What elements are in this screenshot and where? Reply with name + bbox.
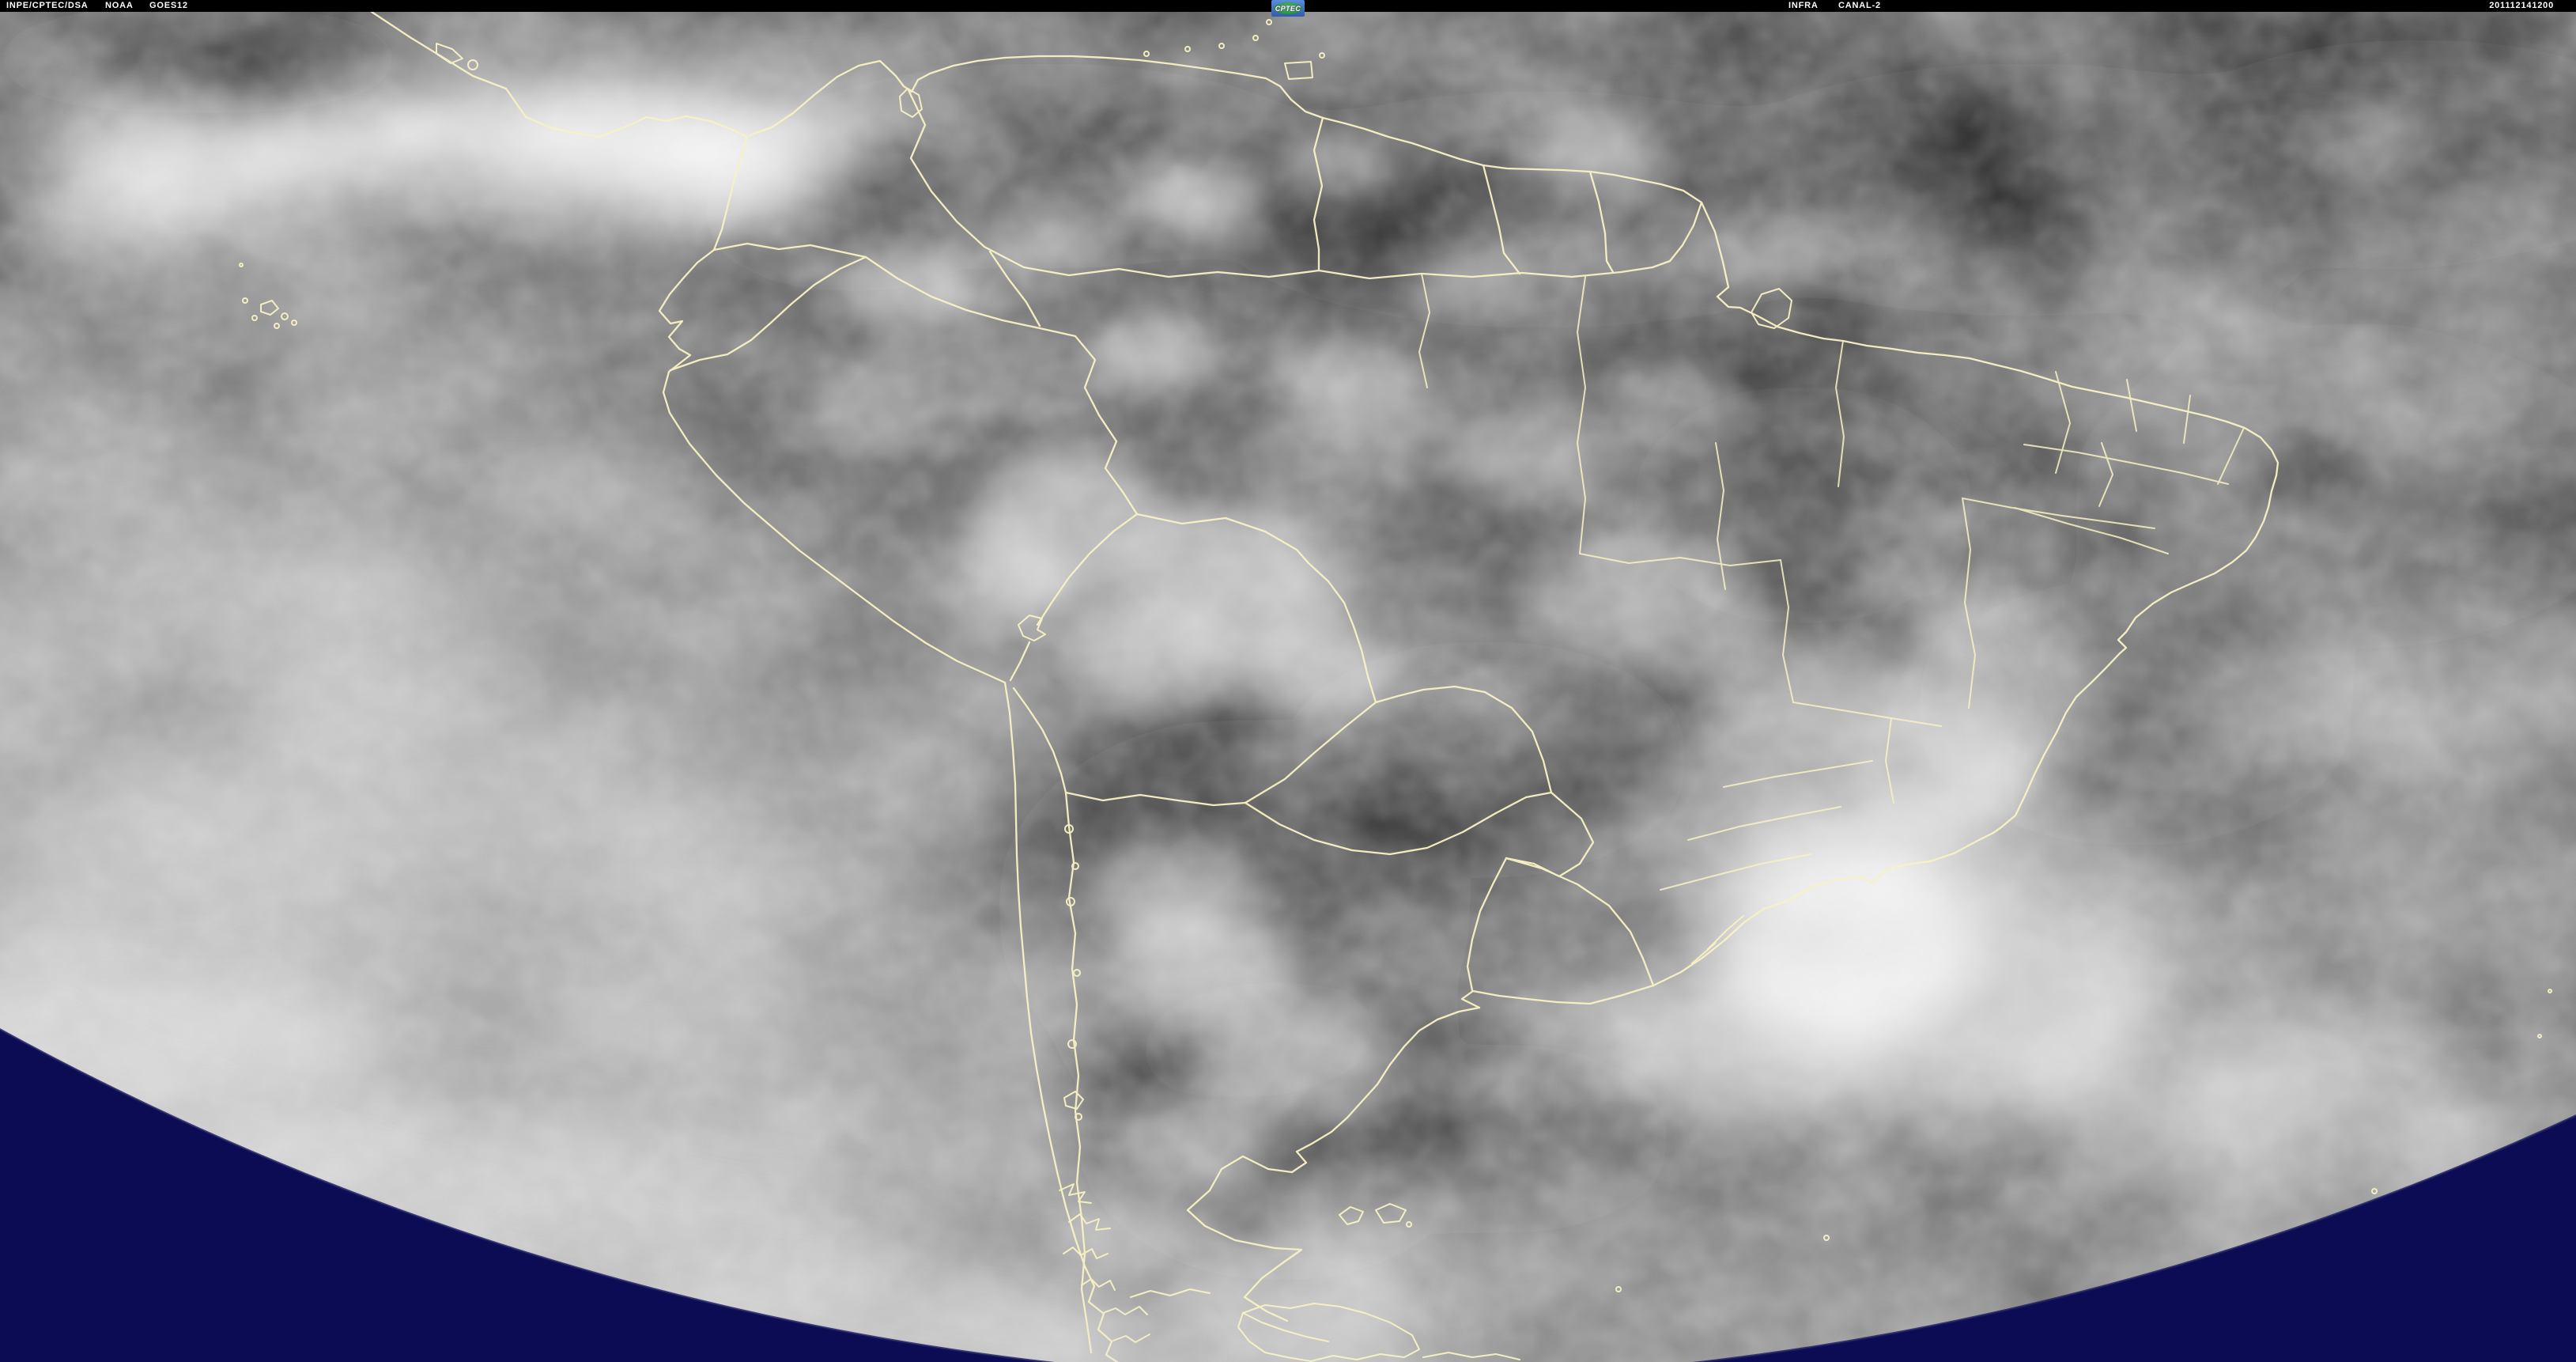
border-path	[1466, 857, 1508, 992]
cptec-logo-ellipse: CPTEC	[1274, 2, 1302, 14]
border-path	[988, 250, 1041, 327]
border-path	[1012, 687, 1067, 794]
satellite-label: GOES12	[149, 1, 188, 10]
border-path	[669, 255, 867, 372]
border-path	[1036, 513, 1139, 626]
image-grain	[0, 12, 2576, 1362]
border-path	[1064, 791, 1093, 1354]
border-path	[1505, 791, 1595, 878]
border-path	[906, 87, 986, 248]
border-path	[1505, 857, 1655, 987]
country-borders	[239, 12, 2552, 1362]
border-path	[1009, 641, 1031, 682]
agency-label: INPE/CPTEC/DSA	[6, 1, 89, 10]
earth-disk	[0, 12, 2576, 1362]
border-path	[370, 12, 1119, 1362]
border-path	[1074, 335, 1139, 516]
border-path	[712, 242, 867, 259]
border-path	[983, 245, 1671, 280]
border-path	[864, 255, 1077, 338]
border-path	[1186, 1006, 1481, 1322]
border-path	[1135, 513, 1377, 704]
channel-label: CANAL-2	[1838, 1, 1881, 10]
cptec-logo: CPTEC	[1271, 0, 1305, 17]
satellite-scene	[0, 12, 2576, 1362]
border-path	[748, 55, 2279, 1009]
border-path	[1588, 170, 1615, 274]
timestamp-label: 201112141200	[2489, 1, 2554, 10]
border-path	[1482, 164, 1521, 275]
channel-type-label: INFRA	[1788, 1, 1819, 10]
cptec-logo-text: CPTEC	[1275, 4, 1301, 13]
border-path	[1244, 791, 1553, 856]
border-path	[1668, 201, 1703, 263]
border-path	[1374, 685, 1553, 794]
state-borders	[1418, 273, 2245, 891]
earth-disk-graphic	[0, 12, 2576, 1362]
border-path	[1064, 791, 1247, 807]
border-path	[1244, 701, 1377, 804]
island-outlines	[239, 19, 2552, 1292]
noaa-label: NOAA	[105, 1, 134, 10]
border-path	[1313, 116, 1324, 272]
